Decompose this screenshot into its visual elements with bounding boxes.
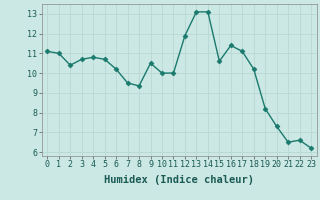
X-axis label: Humidex (Indice chaleur): Humidex (Indice chaleur) [104,175,254,185]
